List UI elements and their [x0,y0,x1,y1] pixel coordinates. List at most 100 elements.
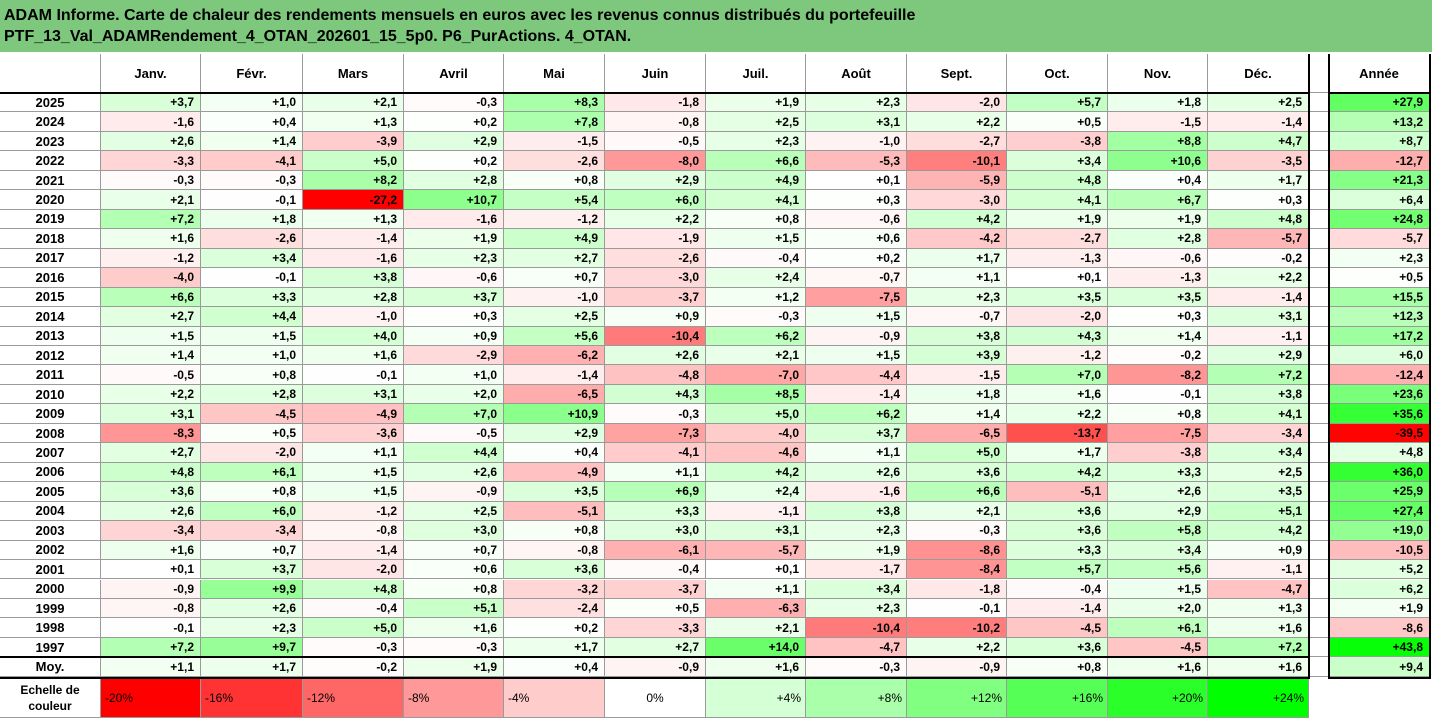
legend-swatch: +4% [706,678,806,718]
heat-cell: +1,4 [201,131,303,152]
month-header: Déc. [1208,54,1309,93]
heat-cell: +2,0 [1108,598,1208,619]
gap-cell [1309,326,1329,346]
heat-cell: -1,6 [404,209,504,230]
heat-cell: -4,0 [706,423,806,444]
heat-cell: +3,6 [504,560,605,580]
annual-cell: -12,7 [1329,151,1430,171]
heat-cell: +2,9 [404,131,504,152]
heat-cell: -3,8 [1007,131,1108,152]
heat-cell: -1,2 [1007,345,1108,366]
heat-cell: -4,8 [605,365,706,385]
annual-header-divider [1329,92,1430,94]
heat-cell: -1,4 [1208,112,1309,132]
heat-cell: +1,5 [201,326,303,346]
heat-cell: +3,1 [101,404,201,424]
heat-cell: -6,1 [605,540,706,561]
heat-cell: +2,9 [605,170,706,191]
heat-cell: -1,4 [303,229,404,249]
heat-cell: +3,1 [806,112,907,132]
heat-cell: -0,1 [201,268,303,288]
heat-cell: -4,9 [303,404,404,424]
heat-cell: +3,3 [1007,540,1108,561]
heat-cell: -1,4 [504,365,605,385]
heat-cell: -13,7 [1007,423,1108,444]
year-label: 2003 [0,521,101,541]
heat-cell: -3,0 [605,268,706,288]
month-header: Sept. [907,54,1007,93]
heat-cell: +6,2 [706,326,806,346]
average-cell: -0,2 [303,657,404,677]
year-label: 2001 [0,560,101,580]
heat-cell: +4,2 [706,462,806,483]
heat-cell: +2,3 [201,618,303,638]
heat-cell: +0,8 [201,482,303,502]
heat-cell: +7,0 [1007,365,1108,385]
heat-cell: +1,9 [806,540,907,561]
heat-cell: -0,3 [706,307,806,327]
heat-cell: -6,2 [504,345,605,366]
heat-cell: -4,5 [201,404,303,424]
annual-cell: +23,6 [1329,384,1430,405]
heat-cell: -0,8 [605,112,706,132]
heat-cell: +1,8 [201,209,303,230]
average-cell: +1,9 [404,657,504,677]
heat-cell: -0,4 [605,560,706,580]
gap-cell [1309,657,1329,677]
average-cell: +1,6 [706,657,806,677]
heat-cell: +1,6 [101,540,201,561]
year-label: 2006 [0,462,101,483]
heat-cell: -2,0 [201,443,303,463]
heat-cell: +6,9 [605,482,706,502]
heat-cell: +2,7 [101,443,201,463]
year-label: 2010 [0,384,101,405]
year-label: 2002 [0,540,101,561]
annual-left-border [1328,54,1330,679]
annual-bottom-border [1329,676,1430,679]
annual-cell: +6,2 [1329,579,1430,599]
heat-cell: +2,1 [907,501,1007,522]
annual-cell: +27,4 [1329,501,1430,522]
legend-label: Echelle de couleur [0,678,101,718]
annual-cell: +19,0 [1329,521,1430,541]
heat-cell: -2,6 [605,248,706,269]
heat-cell: -3,4 [201,521,303,541]
heat-cell: -1,3 [1007,248,1108,269]
heat-cell: -2,0 [907,93,1007,113]
heat-cell: -0,4 [303,598,404,619]
heat-cell: +6,2 [806,404,907,424]
heat-cell: +2,0 [404,384,504,405]
heat-cell: -1,1 [706,501,806,522]
heat-cell: +2,2 [101,384,201,405]
heat-cell: -0,2 [1208,248,1309,269]
gap-cell [1309,443,1329,463]
annual-cell: +13,2 [1329,112,1430,132]
heat-cell: +9,7 [201,637,303,658]
heat-cell: +0,4 [1108,170,1208,191]
heat-cell: +3,5 [1108,287,1208,308]
heat-cell: +1,5 [706,229,806,249]
heat-cell: +5,6 [504,326,605,346]
heat-cell: +2,9 [504,423,605,444]
heat-cell: +3,8 [806,501,907,522]
heat-cell: -2,6 [201,229,303,249]
heat-cell: -0,5 [404,423,504,444]
month-header: Juil. [706,54,806,93]
heat-cell: +2,1 [706,345,806,366]
heat-cell: +2,7 [504,248,605,269]
heat-cell: -0,1 [907,598,1007,619]
heat-cell: +4,1 [1007,190,1108,210]
legend-swatch: -8% [404,678,504,718]
gap-cell [1309,423,1329,444]
heat-cell: -0,8 [101,598,201,619]
heat-cell: +2,3 [806,521,907,541]
heat-cell: +2,2 [605,209,706,230]
annual-cell: +24,8 [1329,209,1430,230]
heat-cell: +1,7 [1007,443,1108,463]
heat-cell: -2,7 [907,131,1007,152]
heat-cell: -1,4 [1208,287,1309,308]
heat-cell: +0,2 [404,112,504,132]
heat-cell: +2,3 [806,93,907,113]
heat-cell: +5,7 [1007,560,1108,580]
heat-cell: -3,3 [101,151,201,171]
